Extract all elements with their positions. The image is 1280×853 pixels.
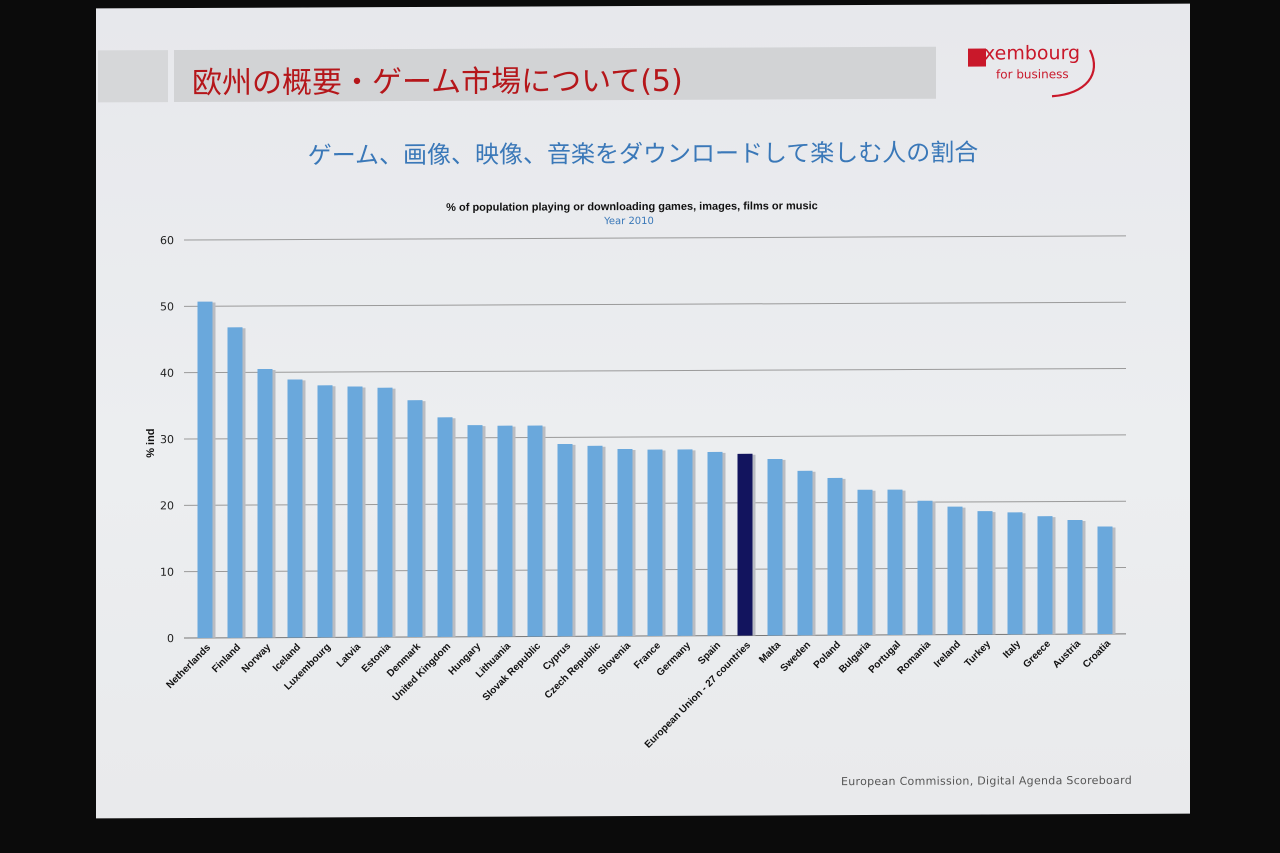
luxembourg-logo: xembourg for business [968,40,1108,105]
x-tick-label: Greece [1021,638,1053,670]
labels-layer: NetherlandsFinlandNorwayIcelandLuxembour… [164,638,1113,751]
gridline [184,434,1126,440]
x-tick-label: Netherlands [164,642,213,691]
bar [287,379,303,638]
x-tick-label: Latvia [335,641,364,670]
bar [1007,512,1023,635]
gridline [184,235,1126,241]
x-tick-label: Czech Republic [543,640,604,701]
x-tick-label: Austria [1051,638,1083,671]
x-tick-label: Turkey [963,639,994,670]
y-tick-label: 30 [160,433,174,446]
bar [1067,519,1083,635]
bar [887,489,903,635]
y-tick-label: 60 [160,234,174,247]
bar [407,400,423,638]
bar [827,477,843,636]
y-tick-label: 20 [160,499,174,512]
bar [227,327,243,638]
bar [497,425,513,637]
x-tick-label: Malta [757,639,783,665]
bar [917,500,933,635]
bar [527,425,543,637]
x-tick-label: Romania [895,639,933,677]
x-tick-label: Slovenia [596,640,633,677]
x-tick-label: Croatia [1081,638,1113,671]
bars-layer [197,301,1116,638]
bar [707,451,723,636]
chart-subtitle: Year 2010 [603,216,654,227]
bar [947,506,963,635]
bar [857,489,873,636]
bar [1037,516,1053,635]
chart-title: % of population playing or downloading g… [446,200,818,214]
bar [377,387,393,638]
bar [437,417,453,637]
bar [587,445,603,637]
bar [617,448,633,637]
bar [557,443,573,637]
y-tick-label: 40 [160,367,174,380]
x-tick-label: Finland [210,642,243,675]
x-tick-label: Italy [1001,638,1023,660]
bar [797,470,813,636]
x-tick-label: Ireland [932,639,963,670]
y-tick-label: 0 [167,632,174,645]
bar [467,425,483,637]
bar [197,301,213,638]
bar [1097,526,1113,635]
bar [257,368,273,638]
x-tick-label: Slovak Republic [481,641,544,704]
bar [317,385,333,638]
bar-highlight [737,453,753,636]
x-tick-label: Spain [696,640,723,667]
y-tick-label: 10 [160,566,174,579]
bar [347,386,363,638]
bar [767,458,783,636]
source-caption: European Commission, Digital Agenda Scor… [840,773,1132,789]
gridline [184,301,1126,307]
x-tick-label: United Kingdom [391,641,453,704]
x-tick-label: Norway [240,642,274,676]
bar [647,449,663,636]
bar [977,511,993,635]
y-tick-label: 50 [160,300,174,313]
x-tick-label: Sweden [779,640,814,675]
bar-chart: 0 10 20 30 40 50 60 NetherlandsFinlandNorwayIc… [145,200,1126,751]
bar [677,449,693,636]
slide: 欧州の概要・ゲーム市場について(5) xembourg for business… [96,3,1190,819]
gridline [184,368,1126,374]
y-axis-label: % ind [145,428,157,457]
logo-swoosh-icon [1051,49,1096,98]
